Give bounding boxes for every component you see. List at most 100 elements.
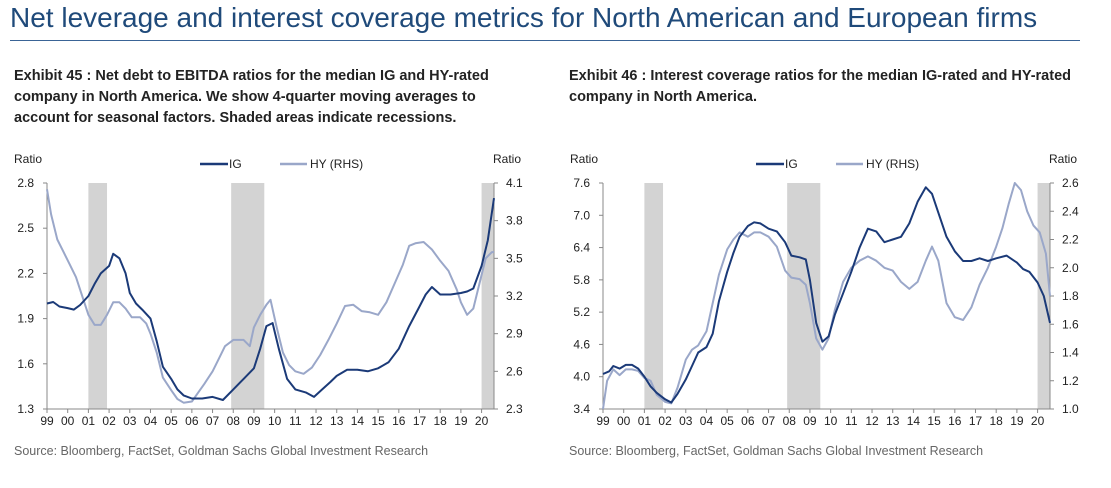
right-tick-label: 2.4 (1062, 204, 1079, 218)
x-tick-label: 14 (907, 414, 921, 428)
legend-ig-label: IG (229, 157, 242, 171)
left-tick-label: 7.6 (573, 176, 590, 190)
recession-band (231, 183, 265, 409)
left-axis-title: Ratio (570, 152, 598, 166)
left-tick-label: 7.0 (573, 208, 590, 222)
left-tick-label: 5.8 (573, 273, 590, 287)
ig-series-line (46, 197, 495, 401)
x-tick-label: 00 (617, 414, 631, 428)
ig-series-line (602, 186, 1051, 404)
right-tick-label: 1.8 (1062, 289, 1079, 303)
exhibit-text: Net debt to EBITDA ratios for the median… (14, 68, 489, 126)
x-tick-label: 13 (330, 414, 344, 428)
left-axis-title: Ratio (14, 152, 42, 166)
x-tick-label: 08 (227, 414, 241, 428)
left-tick-label: 1.9 (17, 312, 34, 326)
x-tick-label: 01 (638, 414, 652, 428)
right-tick-label: 2.3 (506, 402, 523, 416)
legend-hy-label: HY (RHS) (866, 157, 919, 171)
x-tick-label: 18 (990, 414, 1004, 428)
x-tick-label: 16 (392, 414, 406, 428)
x-tick-label: 10 (824, 414, 838, 428)
right-tick-label: 3.5 (506, 251, 523, 265)
right-axis-title: Ratio (493, 152, 521, 166)
x-tick-label: 14 (351, 414, 365, 428)
x-tick-label: 10 (268, 414, 282, 428)
hy-series-line (602, 182, 1051, 410)
x-tick-label: 19 (454, 414, 468, 428)
x-tick-label: 11 (289, 414, 302, 428)
right-tick-label: 2.0 (1062, 261, 1079, 275)
x-tick-label: 00 (61, 414, 75, 428)
x-tick-label: 19 (1010, 414, 1024, 428)
x-tick-label: 06 (741, 414, 755, 428)
x-tick-label: 03 (123, 414, 137, 428)
legend-ig-label: IG (785, 157, 798, 171)
recession-band (481, 183, 494, 409)
right-axis-title: Ratio (1049, 152, 1077, 166)
x-tick-label: 12 (865, 414, 879, 428)
page-title: Net leverage and interest coverage metri… (10, 2, 1038, 33)
right-tick-label: 1.0 (1062, 402, 1079, 416)
interest-coverage-chart: 3.4 4.0 4.6 5.2 5.8 6.4 7.0 7.6 1.0 1.2 1.4 1.6 1.8 2… (570, 152, 1079, 428)
x-tick-label: 12 (309, 414, 323, 428)
left-tick-label: 2.8 (17, 176, 34, 190)
net-leverage-chart: 1.3 1.6 1.9 2.2 2.5 2.8 2.3 2.6 2.9 3.2 3.5 3.8 4.1 9… (14, 152, 523, 428)
right-tick-label: 2.6 (1062, 176, 1079, 190)
x-tick-label: 02 (658, 414, 672, 428)
x-tick-label: 99 (40, 414, 54, 428)
x-tick-label: 11 (845, 414, 858, 428)
x-tick-label: 18 (434, 414, 448, 428)
right-tick-label: 4.1 (506, 176, 523, 190)
left-tick-label: 1.6 (17, 357, 34, 371)
x-tick-label: 01 (82, 414, 96, 428)
x-tick-label: 04 (144, 414, 158, 428)
left-tick-label: 6.4 (573, 241, 590, 255)
x-tick-label: 04 (700, 414, 714, 428)
right-tick-label: 2.6 (506, 364, 523, 378)
hy-series-line (46, 189, 494, 404)
left-tick-label: 2.5 (17, 221, 34, 235)
exhibit-label: Exhibit 46 : (569, 68, 647, 84)
x-tick-label: 05 (164, 414, 178, 428)
right-tick-label: 1.2 (1062, 374, 1079, 388)
exhibit-text: Interest coverage ratios for the median … (569, 68, 1072, 105)
x-tick-label: 99 (596, 414, 610, 428)
exhibit-45-caption: Exhibit 45 : Net debt to EBITDA ratios f… (14, 66, 509, 129)
source-note: Source: Bloomberg, FactSet, Goldman Sach… (14, 444, 429, 458)
x-tick-label: 05 (720, 414, 734, 428)
source-note: Source: Bloomberg, FactSet, Goldman Sach… (569, 444, 984, 458)
right-tick-label: 2.2 (1062, 233, 1079, 247)
exhibit-label: Exhibit 45 : (14, 68, 92, 84)
x-tick-label: 17 (969, 414, 983, 428)
x-tick-label: 08 (783, 414, 797, 428)
left-tick-label: 4.6 (573, 337, 590, 351)
left-tick-label: 5.2 (573, 305, 590, 319)
x-tick-label: 15 (927, 414, 941, 428)
x-tick-label: 09 (247, 414, 261, 428)
left-tick-label: 3.4 (573, 402, 590, 416)
x-tick-label: 09 (803, 414, 817, 428)
x-tick-label: 13 (886, 414, 900, 428)
right-tick-label: 3.8 (506, 214, 523, 228)
recession-band (644, 183, 664, 409)
x-tick-label: 20 (1031, 414, 1045, 428)
right-tick-label: 1.6 (1062, 317, 1079, 331)
right-tick-label: 1.4 (1062, 346, 1079, 360)
x-tick-label: 07 (762, 414, 776, 428)
left-tick-label: 4.0 (573, 370, 590, 384)
x-tick-label: 15 (371, 414, 385, 428)
legend-hy-label: HY (RHS) (310, 157, 363, 171)
right-tick-label: 3.2 (506, 289, 523, 303)
x-tick-label: 02 (102, 414, 116, 428)
x-tick-label: 03 (679, 414, 693, 428)
left-tick-label: 1.3 (17, 402, 34, 416)
x-tick-label: 20 (475, 414, 489, 428)
x-tick-label: 07 (206, 414, 220, 428)
recession-band (88, 183, 108, 409)
left-tick-label: 2.2 (17, 266, 34, 280)
x-tick-label: 16 (948, 414, 962, 428)
recession-band (787, 183, 821, 409)
exhibit-46-caption: Exhibit 46 : Interest coverage ratios fo… (569, 66, 1089, 108)
right-tick-label: 2.9 (506, 327, 523, 341)
